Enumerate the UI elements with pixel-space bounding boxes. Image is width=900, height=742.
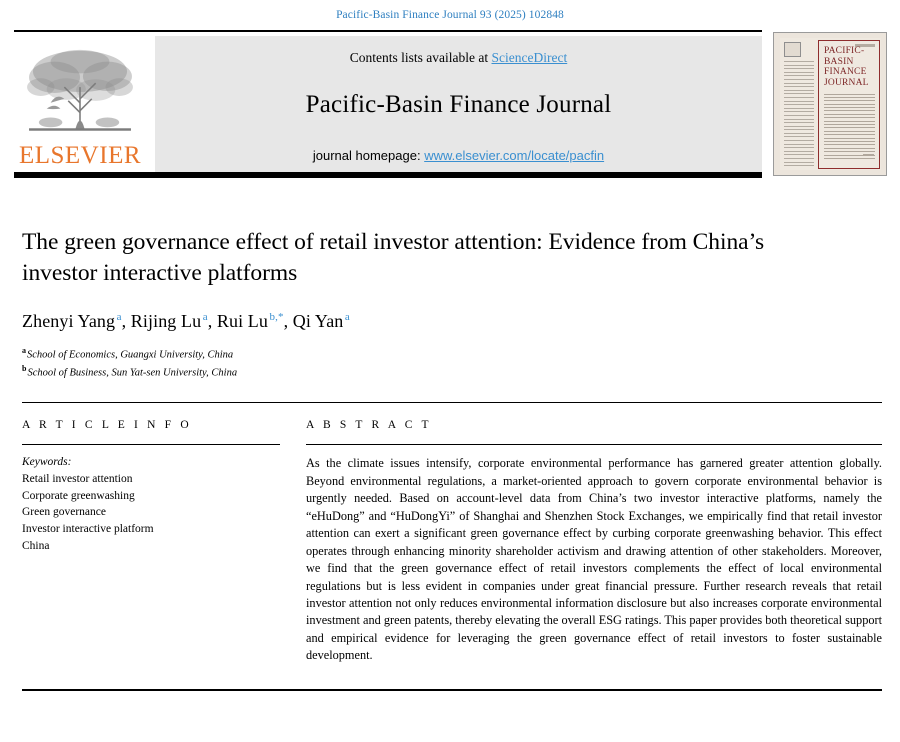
affiliation-item: aSchool of Economics, Guangxi University… xyxy=(22,345,882,363)
author-separator: , xyxy=(121,310,131,331)
article-header: The green governance effect of retail in… xyxy=(0,227,900,381)
author-affiliation-marker: a xyxy=(344,310,350,323)
masthead-panel: Contents lists available at ScienceDirec… xyxy=(155,36,762,172)
author-list: Zhenyi Yang a, Rijing Lu a, Rui Lu b,*, Qi … xyxy=(22,311,882,332)
affiliation-list: aSchool of Economics, Guangxi University… xyxy=(22,345,882,382)
cover-footer-lines xyxy=(863,141,874,161)
masthead-top-rule xyxy=(14,30,762,32)
cover-title-line-2: BASIN xyxy=(824,56,854,67)
author-affiliation-marker: a xyxy=(116,310,122,323)
keyword-item: Investor interactive platform xyxy=(22,523,154,536)
keyword-item: Retail investor attention xyxy=(22,473,133,486)
elsevier-logo: ELSEVIER xyxy=(14,36,146,172)
homepage-prefix: journal homepage: xyxy=(312,148,425,164)
affiliation-text: School of Economics, Guangxi University,… xyxy=(27,349,234,361)
keyword-item: Green governance xyxy=(22,506,106,519)
author-separator: , xyxy=(207,310,217,331)
elsevier-tree-icon xyxy=(27,49,133,131)
keyword-item: Corporate greenwashing xyxy=(22,489,135,502)
author-name: Zhenyi Yang xyxy=(22,310,116,331)
keyword-list: Retail investor attention Corporate green… xyxy=(22,471,280,554)
cover-left-lines xyxy=(784,61,814,167)
elsevier-wordmark: ELSEVIER xyxy=(18,142,142,169)
keywords-label: Keywords: xyxy=(22,456,72,469)
cover-issn-mark xyxy=(855,44,875,47)
page-title: The green governance effect of retail in… xyxy=(22,229,765,286)
cover-title-line-4: JOURNAL xyxy=(824,77,869,88)
article-info-underline xyxy=(22,443,280,446)
affiliation-text: School of Business, Sun Yat-sen Universi… xyxy=(27,367,238,379)
abstract-underline xyxy=(306,443,882,446)
cover-title-line-3: FINANCE xyxy=(824,67,867,78)
author-separator: , xyxy=(283,310,293,331)
contents-prefix: Contents lists available at xyxy=(349,50,492,65)
affiliation-marker: b xyxy=(22,363,27,373)
abstract-text: As the climate issues intensify, corpora… xyxy=(306,456,882,663)
author-name: Rui Lu xyxy=(216,310,268,331)
contents-available-line: Contents lists available at ScienceDirec… xyxy=(155,36,762,66)
abstract-column: A B S T R A C T As the climate issues in… xyxy=(280,420,882,677)
info-section-top-rule xyxy=(22,402,882,404)
affiliation-marker: a xyxy=(22,345,26,355)
affiliation-item: bSchool of Business, Sun Yat-sen Univers… xyxy=(22,363,882,381)
cover-left-column xyxy=(784,42,814,167)
journal-masthead: ELSEVIER Contents lists available at Sci… xyxy=(0,30,900,178)
abstract-bottom-rule xyxy=(22,689,882,692)
cover-title-line-1: PACIFIC- xyxy=(824,46,865,56)
cover-contents-lines xyxy=(824,93,875,159)
cover-title-box: PACIFIC- BASIN FINANCE JOURNAL xyxy=(818,40,880,169)
journal-cover-thumbnail[interactable]: PACIFIC- BASIN FINANCE JOURNAL xyxy=(773,32,887,176)
cover-title: PACIFIC- BASIN FINANCE JOURNAL xyxy=(824,46,875,89)
journal-homepage-link[interactable]: www.elsevier.com/locate/pacfin xyxy=(424,148,605,164)
keyword-item: China xyxy=(22,539,50,552)
info-abstract-columns: A R T I C L E I N F O Keywords: Retail i… xyxy=(0,420,900,677)
sciencedirect-link[interactable]: ScienceDirect xyxy=(491,50,568,65)
journal-title: Pacific-Basin Finance Journal xyxy=(305,91,612,119)
cover-logo-box xyxy=(784,42,801,57)
masthead-bottom-rule xyxy=(14,172,762,178)
author-affiliation-marker: b,* xyxy=(269,310,284,323)
abstract-heading: A B S T R A C T xyxy=(306,419,432,432)
author-name: Qi Yan xyxy=(292,310,344,331)
journal-homepage-line: journal homepage: www.elsevier.com/locat… xyxy=(155,119,762,163)
running-head: Pacific-Basin Finance Journal 93 (2025) … xyxy=(336,9,564,21)
author-affiliation-marker: a xyxy=(202,310,208,323)
author-name: Rijing Lu xyxy=(130,310,202,331)
article-info-heading: A R T I C L E I N F O xyxy=(22,419,192,432)
cover-inner: PACIFIC- BASIN FINANCE JOURNAL xyxy=(780,38,881,170)
article-info-column: A R T I C L E I N F O Keywords: Retail i… xyxy=(22,420,280,677)
